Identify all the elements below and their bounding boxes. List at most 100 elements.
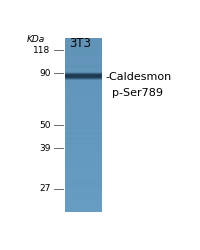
Bar xyxy=(65,210,102,211)
Bar xyxy=(65,201,102,202)
Bar xyxy=(65,144,102,145)
Bar xyxy=(65,74,102,75)
Bar xyxy=(65,93,102,94)
Bar xyxy=(65,165,102,166)
Bar xyxy=(65,86,102,87)
Bar xyxy=(65,50,102,51)
Text: 27: 27 xyxy=(39,184,51,193)
Bar xyxy=(65,93,102,94)
Bar xyxy=(65,74,102,75)
Bar xyxy=(65,180,102,181)
Text: 50: 50 xyxy=(39,121,51,130)
Bar xyxy=(65,198,102,199)
Bar xyxy=(65,145,102,146)
Bar xyxy=(65,120,102,121)
Bar xyxy=(65,201,102,202)
Bar xyxy=(65,137,102,138)
Bar xyxy=(65,209,102,210)
Bar xyxy=(65,160,102,161)
Bar xyxy=(65,188,102,189)
Bar xyxy=(65,40,102,41)
Bar xyxy=(65,46,102,47)
Text: 90: 90 xyxy=(39,69,51,78)
Bar xyxy=(65,118,102,119)
Bar xyxy=(65,116,102,117)
Bar xyxy=(65,102,102,103)
Bar xyxy=(65,38,102,39)
Bar xyxy=(65,181,102,182)
Bar xyxy=(65,161,102,162)
Bar xyxy=(65,84,102,85)
Bar xyxy=(65,62,102,63)
Bar xyxy=(65,55,102,56)
Bar xyxy=(65,123,102,124)
Bar xyxy=(65,177,102,178)
Bar xyxy=(65,65,102,66)
Bar xyxy=(65,54,102,55)
Bar xyxy=(65,68,102,69)
Bar xyxy=(65,73,102,74)
Bar xyxy=(65,151,102,152)
Bar xyxy=(65,176,102,177)
Bar xyxy=(65,77,102,78)
Bar xyxy=(65,183,102,184)
Bar xyxy=(65,128,102,129)
Bar xyxy=(65,192,102,193)
Bar xyxy=(65,97,102,98)
Bar xyxy=(65,166,102,167)
Bar xyxy=(65,75,102,76)
Bar xyxy=(65,114,102,115)
Bar xyxy=(65,73,102,74)
Bar xyxy=(65,119,102,120)
Bar xyxy=(65,111,102,112)
Bar xyxy=(65,115,102,116)
Bar xyxy=(65,145,102,146)
Bar xyxy=(65,149,102,150)
Bar xyxy=(65,129,102,130)
Bar xyxy=(65,121,102,122)
Bar xyxy=(65,173,102,174)
Bar xyxy=(65,122,102,123)
Bar xyxy=(65,89,102,90)
Bar xyxy=(65,153,102,154)
Bar xyxy=(65,141,102,142)
Bar xyxy=(65,124,102,125)
Bar xyxy=(65,79,102,80)
Bar xyxy=(65,187,102,188)
Bar xyxy=(65,174,102,175)
Bar xyxy=(65,42,102,43)
Bar xyxy=(65,107,102,108)
Bar xyxy=(65,72,102,73)
Bar xyxy=(65,146,102,147)
Bar xyxy=(65,72,102,73)
Bar xyxy=(65,141,102,142)
Bar xyxy=(65,82,102,83)
Bar xyxy=(65,159,102,160)
Bar xyxy=(65,92,102,93)
Bar xyxy=(65,75,102,76)
Bar xyxy=(65,172,102,173)
Bar xyxy=(65,78,102,79)
Bar xyxy=(65,175,102,176)
Bar xyxy=(65,147,102,148)
Bar xyxy=(65,98,102,99)
Bar xyxy=(65,59,102,60)
Bar xyxy=(65,72,102,73)
Bar xyxy=(65,72,102,73)
Bar xyxy=(65,76,102,77)
Bar xyxy=(65,78,102,79)
Bar xyxy=(65,83,102,84)
Bar xyxy=(65,203,102,204)
Text: KDa: KDa xyxy=(27,35,45,44)
Bar xyxy=(65,188,102,190)
Bar xyxy=(65,106,102,107)
Bar xyxy=(65,89,102,90)
Bar xyxy=(65,169,102,170)
Bar xyxy=(65,149,102,150)
Bar xyxy=(65,72,102,73)
Bar xyxy=(65,170,102,171)
Bar xyxy=(65,186,102,187)
Bar xyxy=(65,74,102,75)
Bar xyxy=(65,79,102,80)
Bar xyxy=(65,132,102,133)
